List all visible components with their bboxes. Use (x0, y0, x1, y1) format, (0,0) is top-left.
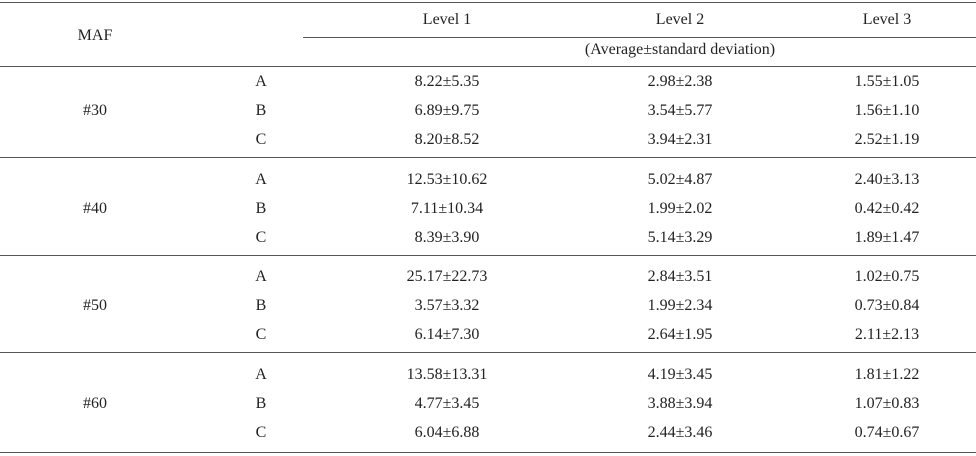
header-level: Level 3 (862, 11, 912, 28)
cell: 4.19±3.45 (647, 365, 713, 383)
row-label: C (255, 423, 267, 441)
rule (303, 37, 976, 38)
row-label: C (255, 326, 267, 343)
cell: 12.53±10.62 (406, 170, 488, 188)
rule (0, 157, 976, 158)
cell: 1.89±1.47 (854, 228, 920, 246)
cell: 2.11±2.13 (854, 326, 920, 343)
cell: 1.02±0.75 (854, 268, 920, 285)
cell: 6.14±7.30 (414, 326, 480, 343)
cell: 0.73±0.84 (854, 297, 920, 314)
cell: 3.94±2.31 (647, 131, 713, 148)
cell: 5.02±4.87 (647, 170, 713, 188)
group-name: #30 (83, 102, 107, 119)
cell: 3.88±3.94 (647, 394, 713, 412)
cell: 1.99±2.34 (647, 297, 713, 314)
cell: 7.11±10.34 (410, 199, 484, 217)
cell: 2.40±3.13 (854, 170, 920, 188)
cell: 2.84±3.51 (647, 268, 713, 285)
cell: 8.39±3.90 (414, 228, 480, 246)
cell: 6.89±9.75 (414, 102, 480, 119)
row-label: B (255, 102, 267, 119)
rule (0, 254, 976, 256)
rule (0, 352, 976, 353)
rule (0, 451, 976, 453)
cell: 5.14±3.29 (647, 228, 713, 246)
cell: 2.52±1.19 (854, 131, 920, 148)
row-label: A (255, 170, 267, 188)
row-label: C (255, 131, 267, 148)
row-label: A (255, 268, 267, 285)
cell: 0.42±0.42 (854, 199, 920, 217)
cell: 25.17±22.73 (406, 268, 488, 285)
row-label: B (255, 297, 267, 314)
row-label: B (255, 199, 267, 217)
header-level: Level 2 (655, 11, 705, 28)
cell: 1.07±0.83 (854, 394, 920, 412)
cell: 2.98±2.38 (647, 73, 713, 90)
cell: 4.77±3.45 (414, 394, 480, 412)
header-subheader: (Average±standard deviation) (584, 41, 776, 58)
cell: 0.74±0.67 (854, 423, 920, 441)
cell: 1.56±1.10 (854, 102, 920, 119)
header-maf: MAF (77, 27, 113, 44)
cell: 13.58±13.31 (406, 365, 488, 383)
cell: 2.64±1.95 (647, 326, 713, 343)
cell: 1.99±2.02 (647, 199, 713, 217)
cell: 8.22±5.35 (414, 73, 480, 90)
row-label: A (255, 73, 267, 90)
rule (0, 66, 976, 67)
cell: 3.54±5.77 (647, 102, 713, 119)
row-label: B (255, 394, 267, 412)
rule (0, 2, 976, 3)
row-label: C (255, 228, 267, 246)
cell: 6.04±6.88 (414, 423, 480, 441)
cell: 3.57±3.32 (414, 297, 480, 314)
cell: 8.20±8.52 (414, 131, 480, 148)
cell: 1.81±1.22 (854, 365, 920, 383)
header-level: Level 1 (422, 11, 472, 28)
group-name: #50 (83, 297, 107, 314)
row-label: A (255, 365, 267, 383)
cell: 1.55±1.05 (854, 73, 920, 90)
cell: 2.44±3.46 (647, 423, 713, 441)
group-name: #40 (83, 199, 107, 217)
group-name: #60 (83, 394, 107, 412)
